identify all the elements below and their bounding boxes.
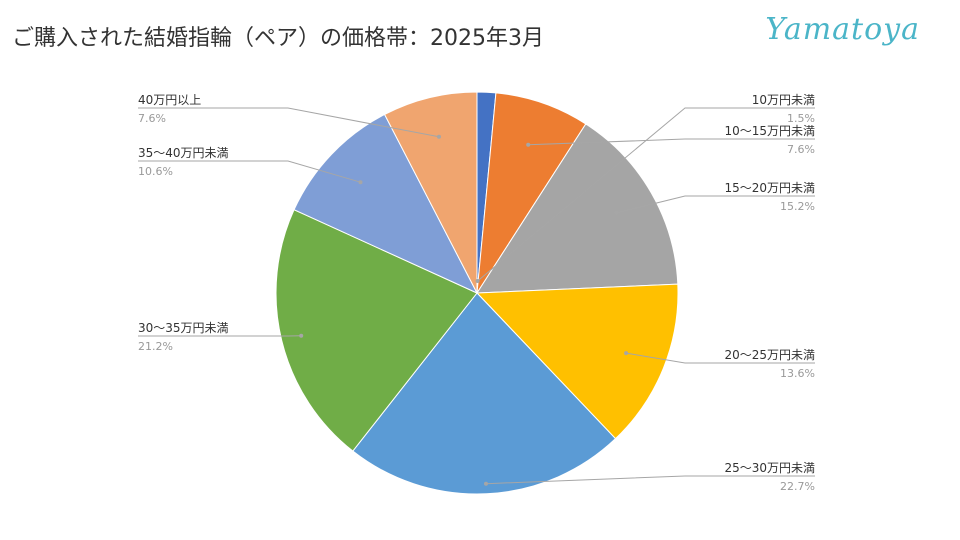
leader-dot-3 xyxy=(624,351,629,356)
pie-slice-1 xyxy=(476,92,587,294)
pie-slices xyxy=(275,91,679,495)
leader-line-1 xyxy=(528,138,815,146)
slice-value-1: 7.6% xyxy=(787,143,815,156)
leader-dot-1 xyxy=(526,142,531,147)
slice-label-4: 25〜30万円未満 xyxy=(724,461,815,475)
slice-value-6: 10.6% xyxy=(138,165,173,178)
chart-title: ご購入された結婚指輪（ペア）の価格帯：2025年3月 xyxy=(12,26,544,51)
leader-line-7 xyxy=(138,107,440,138)
leader-line-6 xyxy=(138,160,361,183)
leader-line-2 xyxy=(616,195,815,214)
slice-label-5: 30〜35万円未満 xyxy=(138,321,229,335)
slice-label-3: 20〜25万円未満 xyxy=(724,348,815,362)
slice-label-1: 10〜15万円未満 xyxy=(724,124,815,138)
leader-lines xyxy=(138,107,815,486)
slice-value-7: 7.6% xyxy=(138,112,166,125)
leader-dot-5 xyxy=(299,333,304,338)
brand-logo: Yamatoya xyxy=(765,12,920,47)
slice-value-4: 22.7% xyxy=(780,480,815,493)
leader-line-0 xyxy=(477,107,815,282)
leader-dot-2 xyxy=(614,210,619,215)
pie-slice-3 xyxy=(475,283,679,440)
slice-value-2: 15.2% xyxy=(780,200,815,213)
slice-label-0: 10万円未満 xyxy=(752,93,815,107)
pie-slice-4 xyxy=(352,292,617,495)
slice-label-2: 15〜20万円未満 xyxy=(724,181,815,195)
leader-dot-6 xyxy=(358,180,363,185)
slice-label-7: 40万円以上 xyxy=(138,93,201,107)
slice-value-0: 1.5% xyxy=(787,112,815,125)
leader-dot-4 xyxy=(484,481,488,486)
leader-line-4 xyxy=(485,475,815,485)
data-labels: 10万円未満 1.5%10〜15万円未満 7.6% 15〜20万円未満 15.2% 20〜… xyxy=(138,93,815,493)
pie-slice-5 xyxy=(275,209,478,452)
leader-dot-0 xyxy=(475,279,480,283)
leader-line-3 xyxy=(626,352,815,364)
slice-value-3: 13.6% xyxy=(780,367,815,380)
pie-slice-6 xyxy=(293,113,479,295)
pie-slice-7 xyxy=(383,91,478,294)
slice-label-6: 35〜40万円未満 xyxy=(138,146,229,160)
pie-slice-2 xyxy=(476,123,679,294)
leader-dot-7 xyxy=(437,134,441,139)
slice-value-5: 21.2% xyxy=(138,340,173,353)
